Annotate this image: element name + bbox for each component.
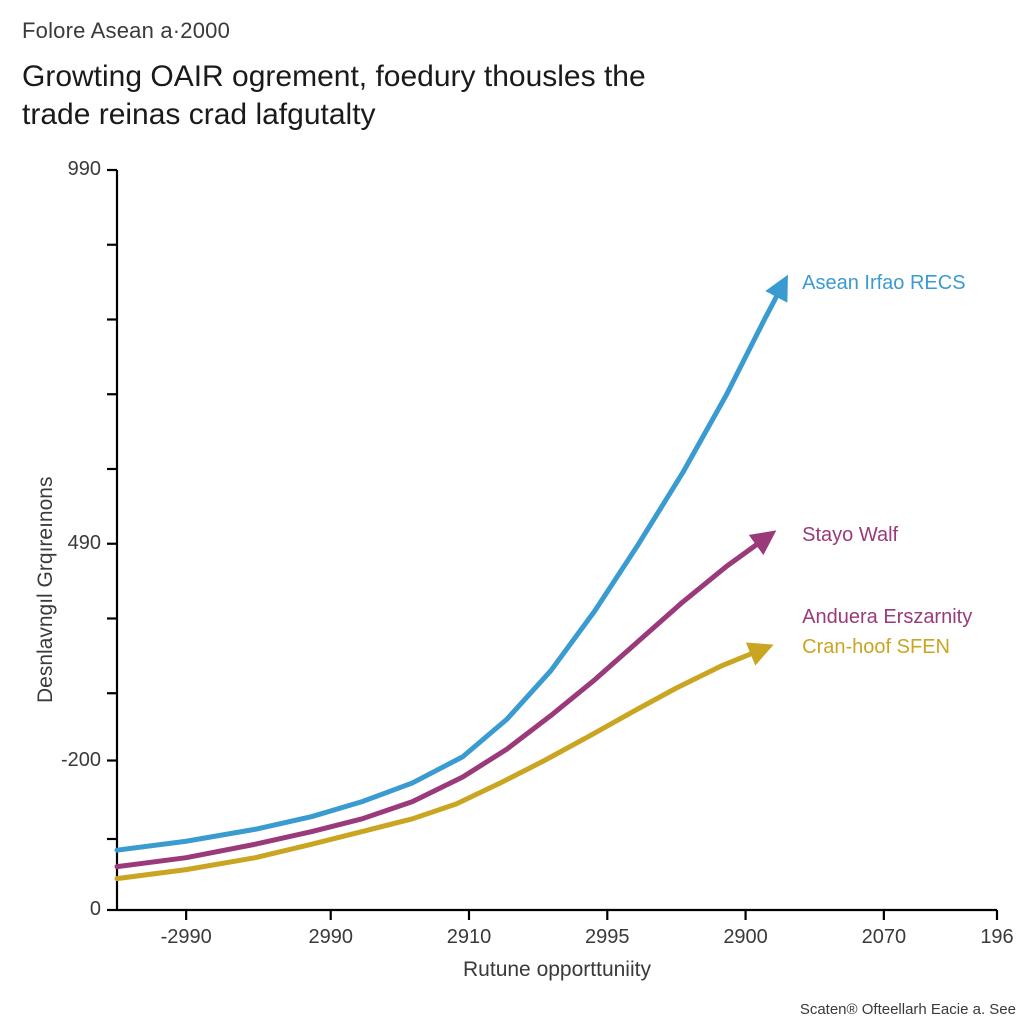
x-tick-label: 2995 xyxy=(567,926,647,949)
chart-container: Desnlavngıl Grqıreınons Rutune opporttun… xyxy=(22,160,1002,980)
x-tick-label: 2900 xyxy=(706,926,786,949)
y-tick-label: 0 xyxy=(90,898,101,921)
chart-footer: Scaten® Ofteellarh Eacie a. See xyxy=(800,1001,1016,1018)
chart-title: Growting OAIR ogrement, foedury thousles… xyxy=(22,58,742,135)
y-tick-label: -200 xyxy=(61,749,101,772)
series-label: Stayo Walf xyxy=(802,524,898,547)
y-axis-label: Desnlavngıl Grqıreınons xyxy=(34,476,58,702)
series-label: Anduera Erszarnity xyxy=(802,606,972,629)
chart-title-line2: trade reinas crad lafgutalty xyxy=(22,98,376,131)
x-tick-label: 2990 xyxy=(291,926,371,949)
x-tick-label: -2990 xyxy=(146,926,226,949)
series-label: Asean Irfao RECS xyxy=(802,272,965,295)
y-tick-label: 490 xyxy=(68,532,101,555)
page: Folore Asean a·2000 Growting OAIR ogreme… xyxy=(0,0,1024,1024)
series-label: Cran-hoof SFEN xyxy=(802,636,950,659)
x-tick-label: 196 xyxy=(957,926,1024,949)
chart-supertitle: Folore Asean a·2000 xyxy=(22,18,230,44)
y-tick-label: 990 xyxy=(68,158,101,181)
x-tick-label: 2070 xyxy=(844,926,924,949)
x-axis-label: Rutune opporttuniity xyxy=(437,958,677,982)
chart-title-line1: Growting OAIR ogrement, foedury thousles… xyxy=(22,60,646,93)
x-tick-label: 2910 xyxy=(429,926,509,949)
